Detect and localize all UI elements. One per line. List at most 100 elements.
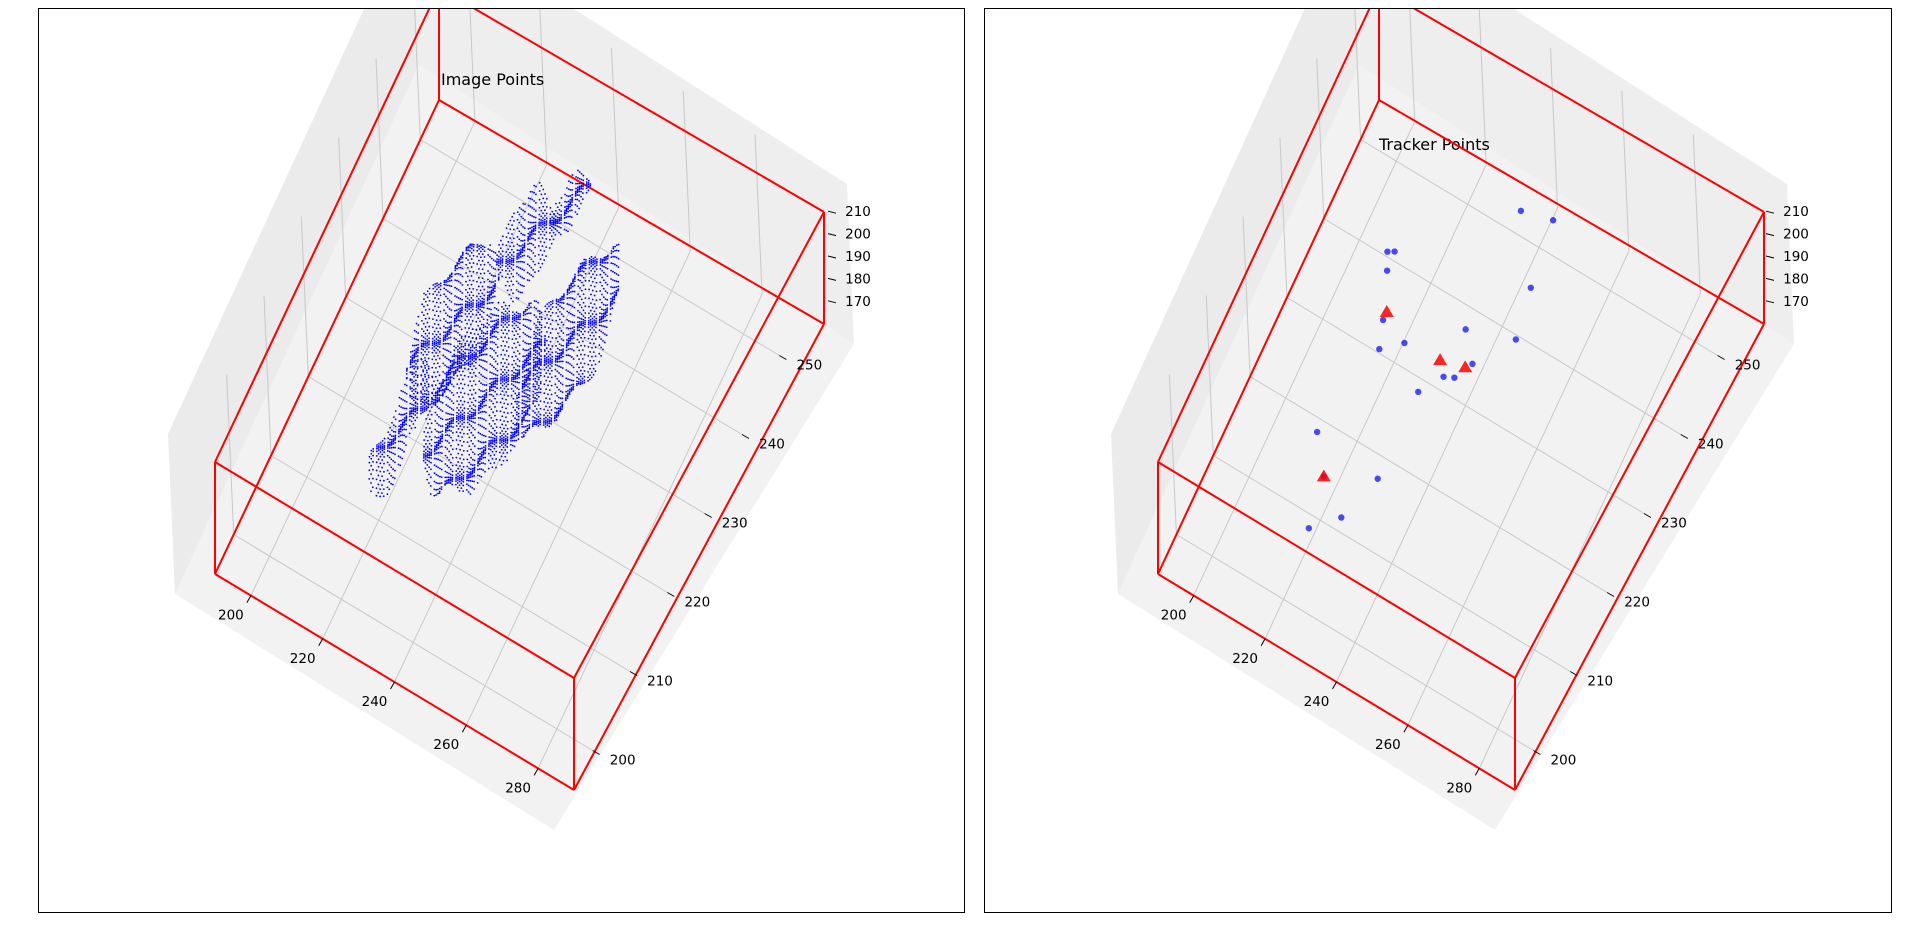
image-point: [513, 342, 516, 345]
image-point: [424, 461, 427, 464]
image-point: [483, 384, 486, 386]
image-point: [468, 303, 471, 306]
image-point: [445, 279, 448, 282]
image-point: [582, 318, 585, 321]
image-point: [590, 269, 593, 272]
image-point: [442, 337, 445, 339]
image-point: [578, 171, 581, 173]
image-point: [599, 290, 602, 292]
image-point: [572, 280, 574, 283]
image-point: [440, 389, 442, 392]
image-point: [480, 365, 483, 368]
image-point: [450, 436, 452, 439]
box-edge: [1514, 211, 1765, 679]
image-point: [461, 423, 464, 425]
image-point: [508, 293, 511, 296]
image-point: [454, 303, 456, 305]
image-point: [451, 464, 454, 467]
image-point: [443, 309, 445, 312]
image-point: [388, 472, 391, 475]
image-point: [465, 483, 468, 486]
image-point: [516, 253, 519, 255]
image-point: [590, 293, 592, 296]
image-point: [568, 289, 571, 291]
image-point: [435, 494, 437, 496]
image-point: [480, 451, 483, 454]
image-point: [540, 355, 543, 358]
image-point: [512, 257, 515, 260]
image-point: [458, 490, 461, 492]
image-point: [467, 484, 470, 487]
image-point: [522, 217, 524, 220]
image-point: [494, 275, 497, 277]
image-point: [521, 284, 524, 287]
image-point: [440, 482, 443, 484]
image-point: [479, 308, 482, 311]
image-point: [550, 242, 553, 245]
image-point: [375, 494, 378, 497]
image-point: [392, 476, 394, 479]
image-point: [424, 359, 427, 362]
image-point: [559, 297, 562, 300]
image-point: [590, 284, 592, 287]
image-point: [441, 410, 444, 413]
image-point: [613, 294, 616, 296]
image-point: [446, 427, 449, 430]
image-point: [591, 280, 594, 283]
image-point: [512, 300, 514, 303]
image-point: [516, 403, 518, 405]
image-point: [489, 244, 492, 247]
image-point: [470, 251, 473, 254]
image-point: [431, 337, 434, 340]
image-point: [507, 383, 509, 386]
image-point: [479, 417, 482, 419]
image-point: [572, 388, 575, 391]
image-point: [370, 464, 373, 467]
image-point: [565, 394, 567, 397]
image-point: [495, 466, 497, 469]
image-point: [478, 474, 481, 477]
image-point: [428, 308, 431, 311]
image-point: [441, 445, 443, 448]
image-point: [484, 353, 486, 356]
image-point: [457, 280, 460, 283]
image-point: [389, 441, 391, 444]
image-point: [579, 379, 582, 382]
image-point: [559, 305, 561, 308]
image-point: [502, 326, 505, 328]
image-point: [472, 426, 475, 429]
image-point: [583, 330, 586, 333]
image-point: [544, 326, 547, 328]
image-point: [580, 172, 583, 175]
image-point: [528, 426, 531, 428]
image-point: [529, 350, 532, 353]
image-point: [501, 397, 504, 400]
image-point: [453, 362, 455, 365]
image-point: [478, 371, 481, 374]
image-point: [491, 313, 494, 316]
image-point: [518, 335, 521, 338]
image-point: [476, 474, 479, 477]
image-point: [534, 412, 536, 414]
image-point: [491, 377, 493, 380]
image-point: [449, 359, 452, 362]
image-point: [405, 412, 408, 415]
image-point: [447, 378, 450, 381]
image-point: [466, 304, 469, 307]
image-point: [517, 266, 520, 269]
image-point: [495, 322, 498, 325]
image-point: [432, 394, 435, 397]
image-point: [534, 246, 537, 249]
image-point: [479, 452, 481, 455]
image-point: [489, 249, 491, 251]
image-point: [517, 396, 520, 399]
image-point: [576, 370, 579, 373]
image-point: [551, 302, 554, 305]
image-point: [602, 312, 605, 315]
image-point: [535, 337, 537, 340]
image-point: [410, 420, 413, 423]
image-point: [449, 336, 452, 339]
image-point: [572, 349, 575, 352]
image-point: [558, 343, 561, 346]
image-point: [527, 362, 530, 365]
